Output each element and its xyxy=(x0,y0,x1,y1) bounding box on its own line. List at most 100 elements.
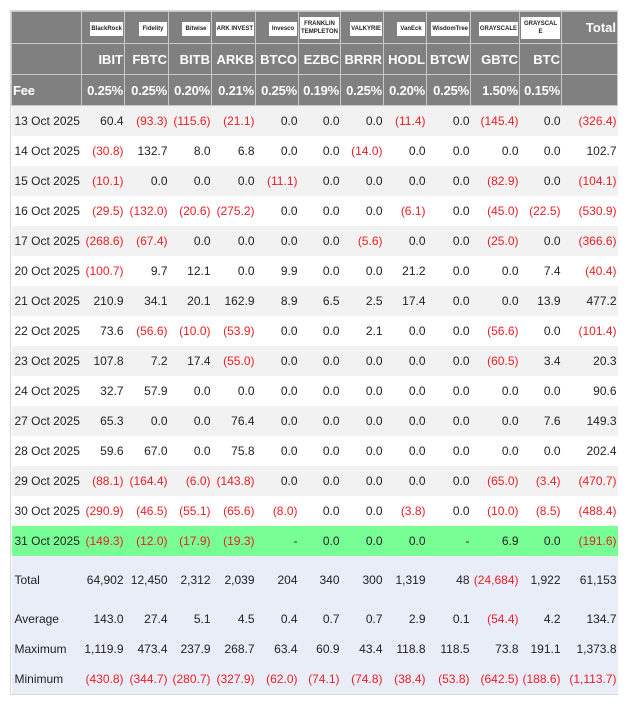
flow-cell: (100.7) xyxy=(81,256,125,286)
flow-cell: (19.3) xyxy=(211,526,256,556)
ticker-header: BRRR xyxy=(340,43,384,75)
flow-cell: 9.9 xyxy=(255,256,299,286)
flow-cell: 0.0 xyxy=(298,346,341,376)
flow-cell: 34.1 xyxy=(124,286,169,316)
issuer-logo: Fidelity xyxy=(139,22,167,36)
table-row: 16 Oct 2025 (29.5) (132.0) (20.6) (275.2) 0.0… xyxy=(11,196,618,226)
ticker-header: GBTC xyxy=(470,43,520,75)
flow-cell: 0.0 xyxy=(255,196,299,226)
flow-cell: 0.0 xyxy=(124,166,169,196)
summary-cell: 1,922 xyxy=(519,556,562,604)
empty-header xyxy=(561,74,618,106)
flow-cell: 73.6 xyxy=(81,316,125,346)
flow-cell: 0.0 xyxy=(255,466,299,496)
summary-cell: 340 xyxy=(298,556,341,604)
row-total-cell: 202.4 xyxy=(561,436,618,466)
flow-cell: (12.0) xyxy=(124,526,169,556)
summary-cell: 64,902 xyxy=(81,556,125,604)
fee-value: 0.15% xyxy=(519,74,562,106)
issuer-logo-cell: ARK INVEST xyxy=(211,11,256,44)
flow-cell: 0.0 xyxy=(168,166,212,196)
summary-row: Average 143.0 27.4 5.1 4.5 0.4 0.7 0.7 2.9 0.1 (54… xyxy=(11,604,618,634)
flow-cell: 17.4 xyxy=(168,346,212,376)
flow-cell: 0.0 xyxy=(340,105,384,136)
flow-cell: 6.5 xyxy=(298,286,341,316)
issuer-logo-cell: WisdomTree xyxy=(426,11,471,44)
flow-cell: 0.0 xyxy=(519,136,562,166)
flow-cell: (20.6) xyxy=(168,196,212,226)
flow-cell: 0.0 xyxy=(340,166,384,196)
flow-cell: (10.0) xyxy=(470,496,520,526)
corner-cell xyxy=(11,43,82,75)
flow-cell: (10.0) xyxy=(168,316,212,346)
flow-cell: 0.0 xyxy=(426,316,471,346)
summary-cell: 5.1 xyxy=(168,604,212,634)
flow-cell: 0.0 xyxy=(340,346,384,376)
summary-cell: (280.7) xyxy=(168,664,212,694)
issuer-logo-cell: Bitwise xyxy=(168,11,212,44)
fee-value: 0.20% xyxy=(383,74,427,106)
flow-cell: 7.4 xyxy=(519,256,562,286)
flow-cell: 0.0 xyxy=(340,196,384,226)
flow-cell: 0.0 xyxy=(298,196,341,226)
flow-cell: 2.5 xyxy=(340,286,384,316)
fee-value: 0.19% xyxy=(298,74,341,106)
issuer-logo: FRANKLIN TEMPLETON xyxy=(300,16,339,39)
flow-cell: (67.4) xyxy=(124,226,169,256)
issuer-logo: VanEck xyxy=(397,22,425,36)
flow-cell: 12.1 xyxy=(168,256,212,286)
summary-cell: 27.4 xyxy=(124,604,169,634)
date-cell: 14 Oct 2025 xyxy=(11,136,82,166)
summary-cell: (74.1) xyxy=(298,664,341,694)
flow-cell: 0.0 xyxy=(340,466,384,496)
issuer-logo: ARK INVEST xyxy=(215,22,254,36)
date-cell: 28 Oct 2025 xyxy=(11,436,82,466)
flow-cell: 0.0 xyxy=(340,436,384,466)
flow-cell: 0.0 xyxy=(211,166,256,196)
table-row: 13 Oct 2025 60.4 (93.3) (115.6) (21.1) 0.0 0.0… xyxy=(11,105,618,136)
issuer-logo: GRAYSCALE xyxy=(478,22,518,36)
flow-cell: 0.0 xyxy=(426,406,471,436)
summary-cell: (430.8) xyxy=(81,664,125,694)
row-total-cell: 90.6 xyxy=(561,376,618,406)
flow-cell: (8.5) xyxy=(519,496,562,526)
summary-cell: 204 xyxy=(255,556,299,604)
table-row: 14 Oct 2025 (30.8) 132.7 8.0 6.8 0.0 0.0 (14.0)… xyxy=(11,136,618,166)
table-row: 24 Oct 2025 32.7 57.9 0.0 0.0 0.0 0.0 0.0 0.0 0.0… xyxy=(11,376,618,406)
flow-cell: (164.4) xyxy=(124,466,169,496)
flow-cell: 0.0 xyxy=(519,105,562,136)
summary-cell: 48 xyxy=(426,556,471,604)
ticker-header: HODL xyxy=(383,43,427,75)
flow-cell: 0.0 xyxy=(255,226,299,256)
date-cell: 22 Oct 2025 xyxy=(11,316,82,346)
flow-cell: 0.0 xyxy=(124,406,169,436)
flow-cell: (88.1) xyxy=(81,466,125,496)
flow-cell: 0.0 xyxy=(298,136,341,166)
table-row: 23 Oct 2025 107.8 7.2 17.4 (55.0) 0.0 0.0 0.0 0.… xyxy=(11,346,618,376)
issuer-logo-cell: GRAYSCALE xyxy=(470,11,520,44)
flow-cell: (145.4) xyxy=(470,105,520,136)
issuer-logo-cell: FRANKLIN TEMPLETON xyxy=(298,11,341,44)
flow-cell: 132.7 xyxy=(124,136,169,166)
flow-cell: (29.5) xyxy=(81,196,125,226)
flow-cell: 0.0 xyxy=(470,286,520,316)
flow-cell: 0.0 xyxy=(383,436,427,466)
flow-cell: (8.0) xyxy=(255,496,299,526)
summary-cell: (38.4) xyxy=(383,664,427,694)
flow-cell: (11.1) xyxy=(255,166,299,196)
flow-cell: 210.9 xyxy=(81,286,125,316)
summary-cell: 2,039 xyxy=(211,556,256,604)
etf-flows-table-container: BlackRock Fidelity Bitwise ARK INVEST Invesc… xyxy=(10,10,618,695)
flow-cell: 76.4 xyxy=(211,406,256,436)
flow-cell: 0.0 xyxy=(340,376,384,406)
flow-cell: 0.0 xyxy=(340,256,384,286)
flow-cell: 0.0 xyxy=(298,496,341,526)
flow-cell: 0.0 xyxy=(340,496,384,526)
summary-cell: 300 xyxy=(340,556,384,604)
issuer-logo: WisdomTree xyxy=(431,22,469,36)
flow-cell: (115.6) xyxy=(168,105,212,136)
flow-cell: (60.5) xyxy=(470,346,520,376)
flow-cell: (65.0) xyxy=(470,466,520,496)
ticker-header: BTCW xyxy=(426,43,471,75)
row-total-cell: (470.7) xyxy=(561,466,618,496)
